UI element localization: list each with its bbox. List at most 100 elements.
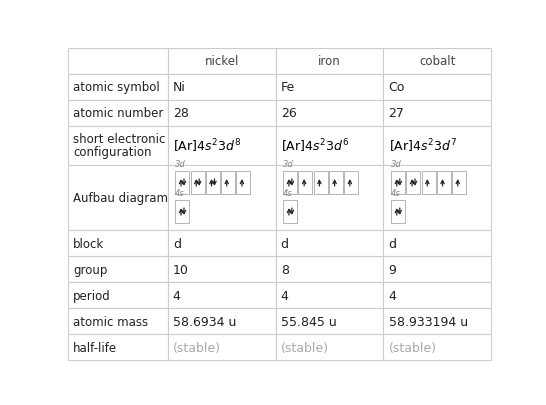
Bar: [383, 75, 491, 100]
Bar: [383, 231, 491, 257]
Bar: [175, 201, 189, 223]
Bar: [329, 172, 343, 194]
Bar: [383, 100, 491, 126]
Bar: [168, 308, 276, 334]
Bar: [168, 165, 276, 231]
Text: 3d: 3d: [391, 160, 402, 168]
Bar: [383, 126, 491, 165]
Text: 4: 4: [281, 289, 288, 302]
Bar: [68, 100, 168, 126]
Text: atomic mass: atomic mass: [73, 315, 149, 328]
Text: cobalt: cobalt: [419, 55, 455, 68]
Bar: [383, 165, 491, 231]
Bar: [313, 172, 328, 194]
Text: 55.845 u: 55.845 u: [281, 315, 336, 328]
Bar: [344, 172, 358, 194]
Text: nickel: nickel: [204, 55, 239, 68]
Text: d: d: [173, 237, 181, 250]
Text: 26: 26: [281, 107, 296, 120]
Text: 28: 28: [173, 107, 189, 120]
Bar: [68, 231, 168, 257]
Bar: [168, 100, 276, 126]
Text: 9: 9: [389, 263, 396, 276]
Text: configuration: configuration: [73, 146, 152, 159]
Text: $\mathrm{[Ar]4}s^{\mathrm{2}}3d^{\mathrm{6}}$: $\mathrm{[Ar]4}s^{\mathrm{2}}3d^{\mathrm…: [281, 137, 349, 154]
Bar: [68, 282, 168, 308]
Text: d: d: [281, 237, 289, 250]
Bar: [206, 172, 219, 194]
Bar: [276, 334, 383, 360]
Bar: [383, 257, 491, 282]
Bar: [68, 75, 168, 100]
Bar: [276, 126, 383, 165]
Bar: [168, 257, 276, 282]
Bar: [276, 308, 383, 334]
Text: block: block: [73, 237, 105, 250]
Bar: [68, 126, 168, 165]
Text: Co: Co: [389, 81, 405, 94]
Bar: [283, 201, 297, 223]
Bar: [236, 172, 250, 194]
Bar: [221, 172, 235, 194]
Bar: [276, 282, 383, 308]
Bar: [68, 257, 168, 282]
Bar: [276, 75, 383, 100]
Text: $\mathrm{[Ar]4}s^{\mathrm{2}}3d^{\mathrm{7}}$: $\mathrm{[Ar]4}s^{\mathrm{2}}3d^{\mathrm…: [389, 137, 456, 154]
Bar: [68, 165, 168, 231]
Text: atomic number: atomic number: [73, 107, 164, 120]
Text: atomic symbol: atomic symbol: [73, 81, 160, 94]
Text: short electronic: short electronic: [73, 132, 165, 145]
Bar: [391, 201, 405, 223]
Text: half-life: half-life: [73, 341, 117, 354]
Text: Ni: Ni: [173, 81, 186, 94]
Bar: [422, 172, 436, 194]
Bar: [452, 172, 466, 194]
Bar: [168, 49, 276, 75]
Bar: [168, 334, 276, 360]
Bar: [168, 126, 276, 165]
Bar: [168, 75, 276, 100]
Bar: [383, 308, 491, 334]
Text: Aufbau diagram: Aufbau diagram: [73, 192, 168, 205]
Bar: [437, 172, 451, 194]
Text: $\mathrm{[Ar]4}s^{\mathrm{2}}3d^{\mathrm{8}}$: $\mathrm{[Ar]4}s^{\mathrm{2}}3d^{\mathrm…: [173, 137, 241, 154]
Bar: [383, 49, 491, 75]
Text: 8: 8: [281, 263, 289, 276]
Bar: [68, 308, 168, 334]
Bar: [276, 231, 383, 257]
Bar: [175, 172, 189, 194]
Text: period: period: [73, 289, 111, 302]
Text: 3d: 3d: [283, 160, 294, 168]
Text: 4: 4: [389, 289, 396, 302]
Text: 4s: 4s: [283, 189, 293, 198]
Text: d: d: [389, 237, 396, 250]
Text: iron: iron: [318, 55, 341, 68]
Bar: [276, 165, 383, 231]
Bar: [191, 172, 205, 194]
Bar: [276, 257, 383, 282]
Bar: [406, 172, 420, 194]
Bar: [276, 100, 383, 126]
Bar: [299, 172, 312, 194]
Bar: [276, 49, 383, 75]
Text: Fe: Fe: [281, 81, 295, 94]
Text: 58.933194 u: 58.933194 u: [389, 315, 468, 328]
Bar: [68, 49, 168, 75]
Text: 4: 4: [173, 289, 181, 302]
Bar: [391, 172, 405, 194]
Bar: [383, 282, 491, 308]
Bar: [168, 231, 276, 257]
Text: 10: 10: [173, 263, 189, 276]
Text: (stable): (stable): [389, 341, 437, 354]
Text: 3d: 3d: [175, 160, 186, 168]
Bar: [383, 334, 491, 360]
Text: 4s: 4s: [175, 189, 185, 198]
Text: 27: 27: [389, 107, 405, 120]
Text: (stable): (stable): [281, 341, 329, 354]
Bar: [68, 334, 168, 360]
Text: (stable): (stable): [173, 341, 221, 354]
Bar: [168, 282, 276, 308]
Text: group: group: [73, 263, 108, 276]
Bar: [283, 172, 297, 194]
Text: 58.6934 u: 58.6934 u: [173, 315, 236, 328]
